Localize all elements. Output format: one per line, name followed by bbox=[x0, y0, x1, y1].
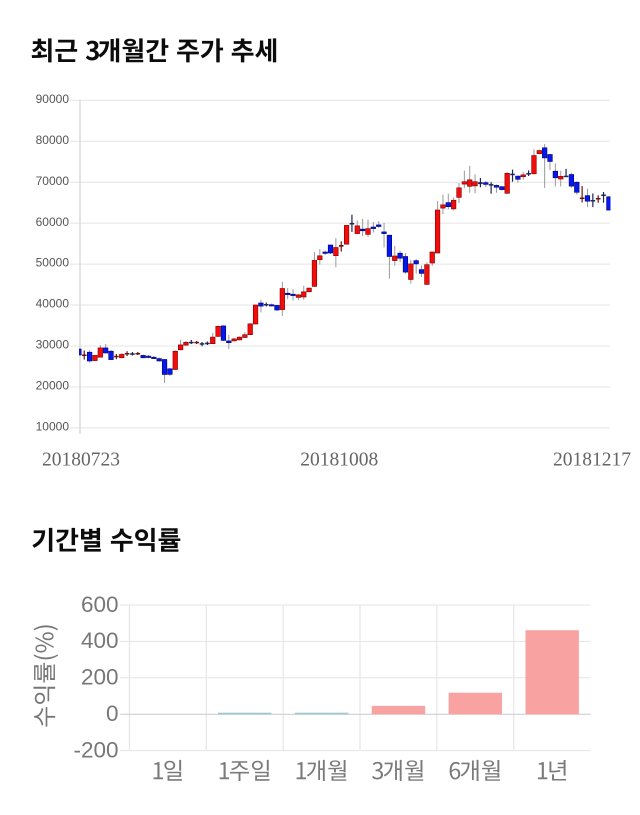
svg-text:20000: 20000 bbox=[36, 379, 70, 393]
svg-text:80000: 80000 bbox=[36, 133, 70, 147]
svg-text:400: 400 bbox=[81, 628, 119, 653]
svg-text:20181217: 20181217 bbox=[553, 450, 631, 471]
svg-text:-200: -200 bbox=[73, 737, 118, 762]
svg-text:90000: 90000 bbox=[36, 92, 70, 106]
svg-text:40000: 40000 bbox=[36, 297, 70, 311]
svg-text:20181008: 20181008 bbox=[300, 450, 378, 471]
svg-text:0: 0 bbox=[106, 701, 119, 726]
svg-text:30000: 30000 bbox=[36, 338, 70, 352]
svg-text:600: 600 bbox=[81, 592, 119, 617]
svg-text:20180723: 20180723 bbox=[42, 450, 120, 471]
svg-text:200: 200 bbox=[81, 665, 119, 690]
svg-text:70000: 70000 bbox=[36, 174, 70, 188]
svg-text:60000: 60000 bbox=[36, 215, 70, 229]
svg-text:10000: 10000 bbox=[36, 420, 70, 434]
svg-text:50000: 50000 bbox=[36, 256, 70, 270]
